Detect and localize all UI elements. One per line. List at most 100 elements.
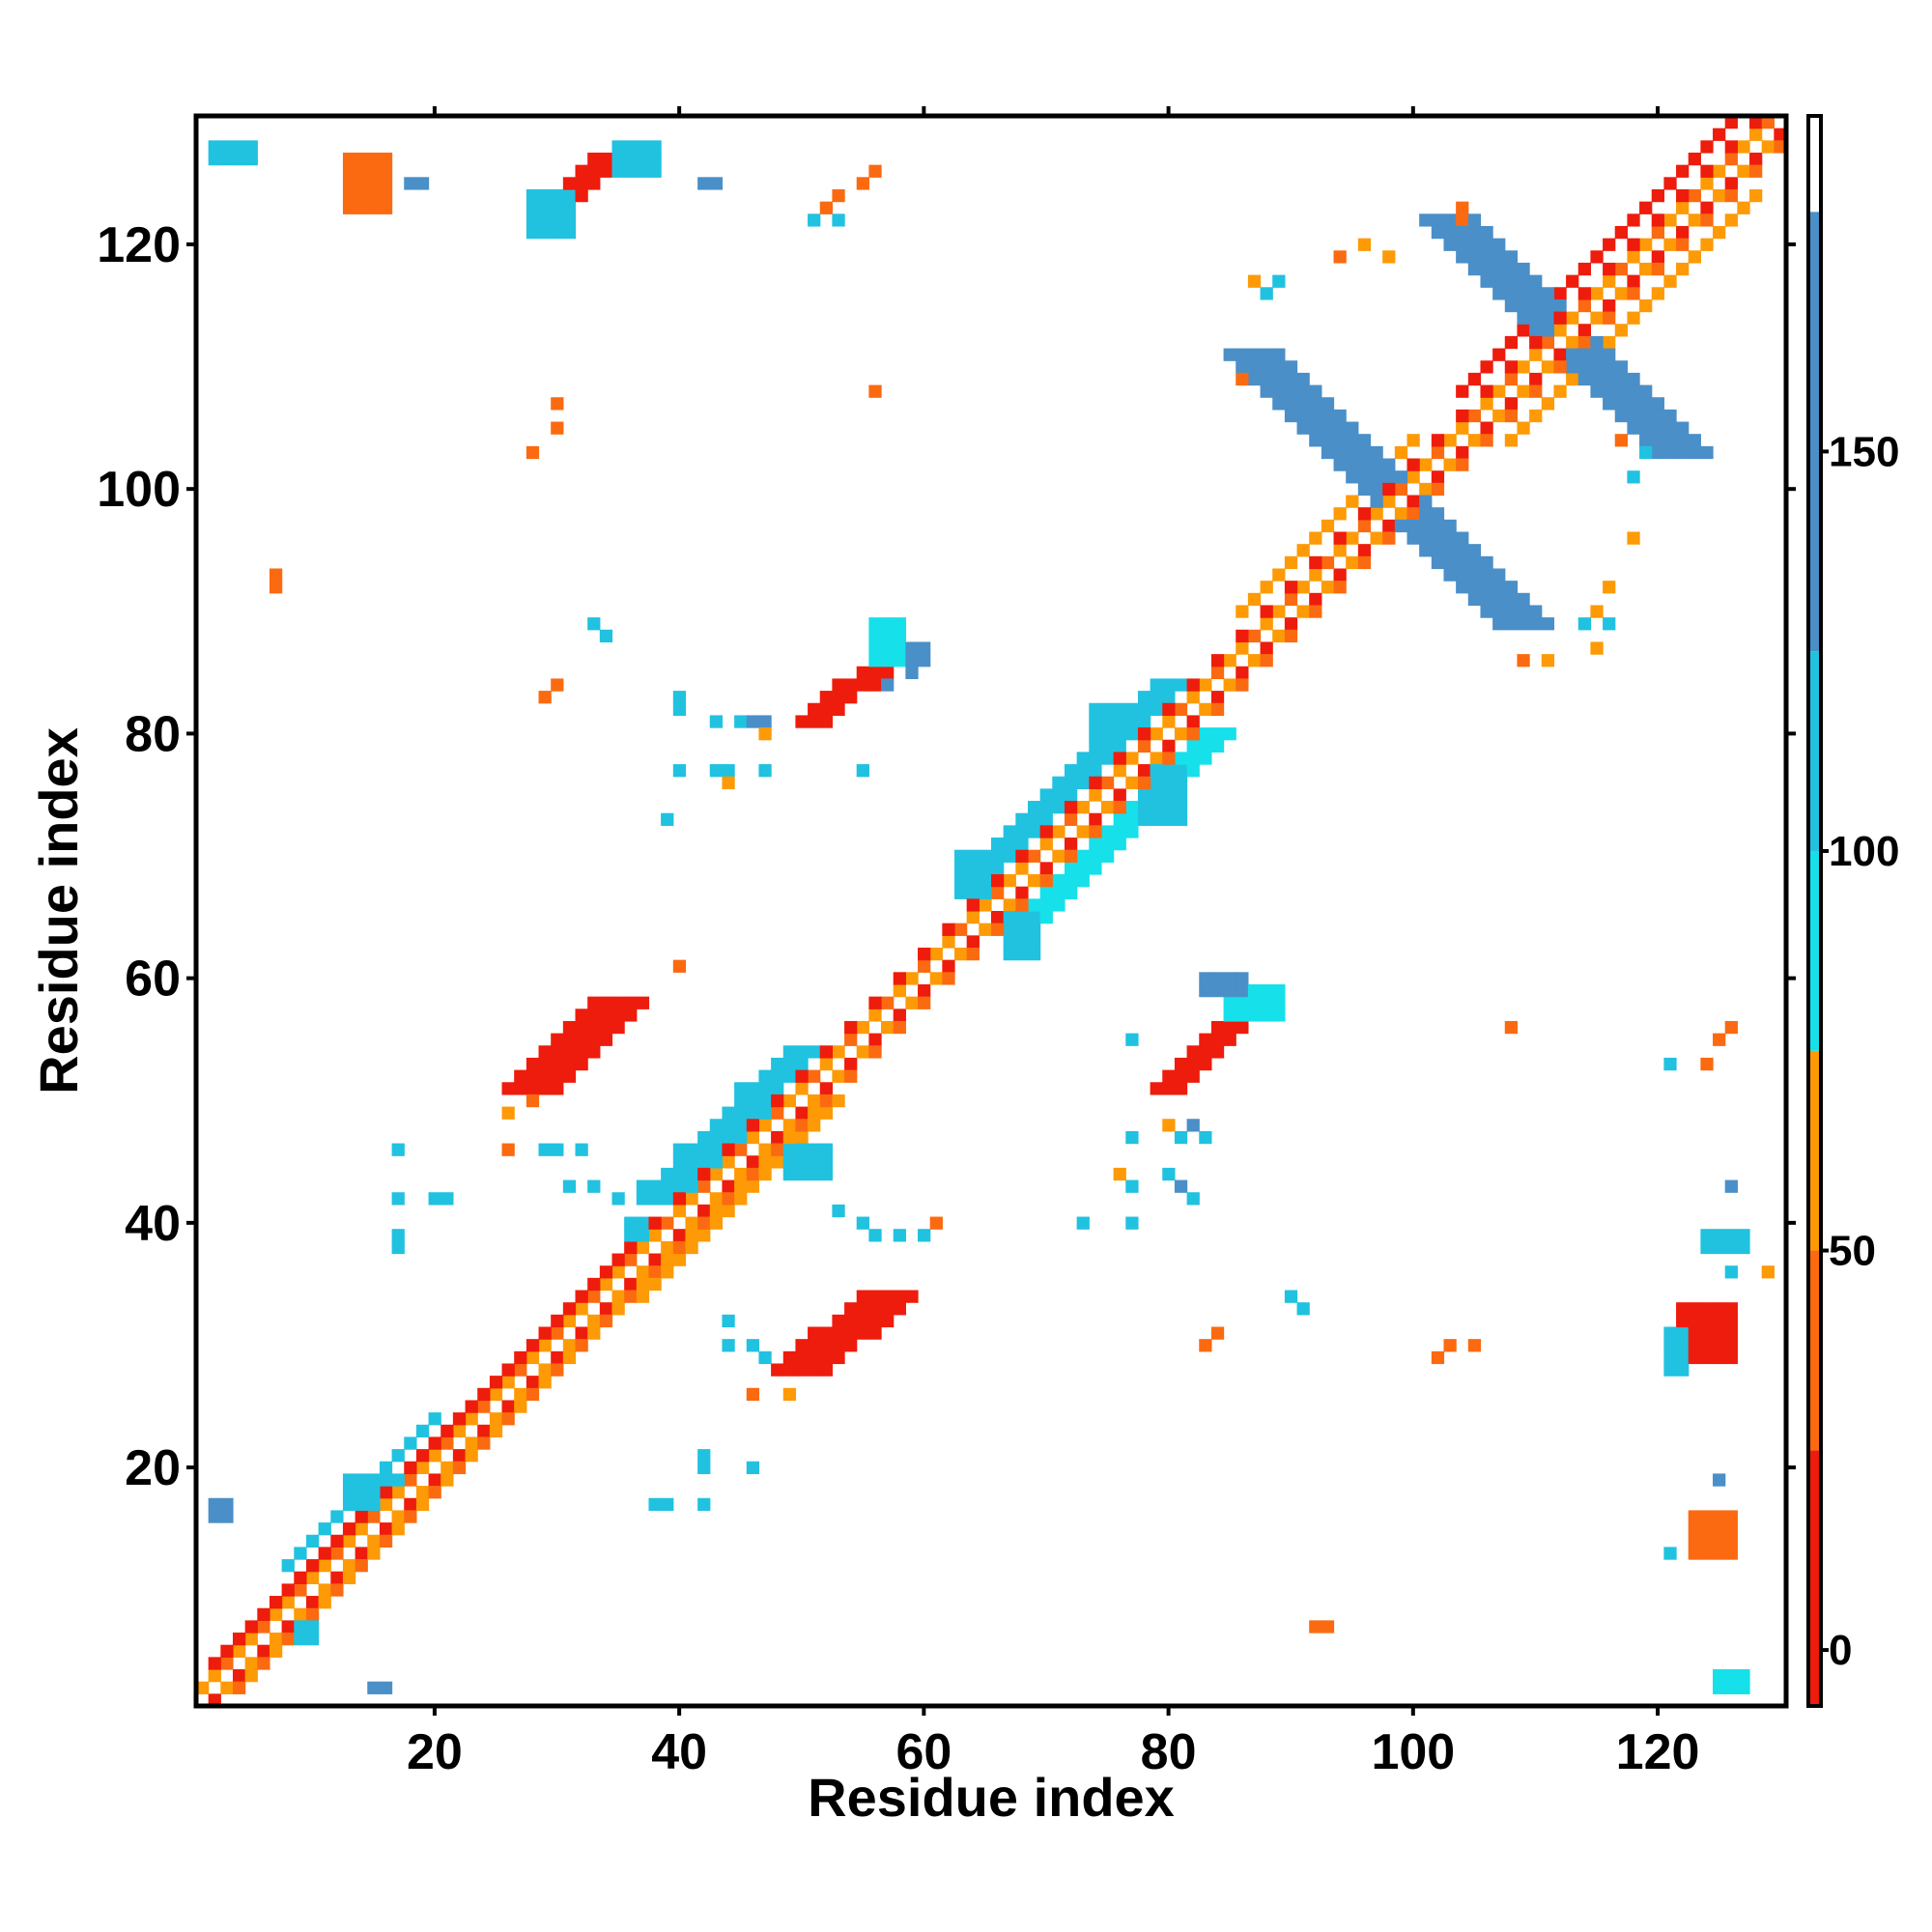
heatmap-cell (808, 1069, 821, 1083)
heatmap-cell (819, 1363, 833, 1377)
y-tick-label: 80 (125, 706, 181, 762)
heatmap-cell (538, 691, 552, 704)
heatmap-cell (893, 1302, 906, 1316)
heatmap-cell (1688, 250, 1701, 264)
heatmap-cell (734, 715, 748, 728)
heatmap-cell (1627, 384, 1640, 398)
heatmap-cell (1663, 1363, 1677, 1377)
heatmap-cell (1113, 727, 1126, 741)
heatmap-cell (1614, 409, 1628, 423)
heatmap-cell (1700, 238, 1714, 251)
heatmap-cell (1100, 776, 1115, 789)
heatmap-cell (611, 140, 625, 154)
heatmap-cell (269, 1607, 283, 1621)
heatmap-cell (1015, 825, 1029, 838)
heatmap-cell (661, 812, 674, 826)
heatmap-cell (722, 1204, 735, 1218)
heatmap-cell (1456, 384, 1469, 398)
heatmap-cell (893, 983, 906, 998)
heatmap-cell (918, 996, 931, 1009)
heatmap-cell (1467, 544, 1482, 557)
colorbar: 0 50 100 150 (1806, 114, 1899, 1708)
heatmap-cell (1039, 788, 1053, 802)
heatmap-cell (672, 764, 687, 778)
heatmap-cell (954, 886, 968, 899)
heatmap-cell (587, 996, 601, 1009)
heatmap-cell (1309, 421, 1322, 435)
heatmap-cell (808, 1350, 821, 1365)
heatmap-cell (1480, 238, 1493, 251)
heatmap-cell (709, 1192, 724, 1206)
heatmap-cell (379, 1522, 393, 1536)
heatmap-cell (1186, 752, 1200, 765)
heatmap-cell (489, 1412, 503, 1426)
x-tick-label: 20 (407, 1724, 463, 1780)
heatmap-cell (746, 1167, 760, 1181)
heatmap-cell (1456, 213, 1469, 227)
heatmap-cell (428, 1486, 441, 1499)
heatmap-cell (1272, 384, 1286, 398)
heatmap-cell (1357, 507, 1372, 521)
heatmap-cell (1150, 702, 1163, 717)
heatmap-cell (1309, 555, 1322, 570)
heatmap-cell (758, 1094, 772, 1108)
heatmap-cell (342, 1473, 356, 1487)
heatmap-cell (1100, 752, 1115, 765)
heatmap-cell (1015, 923, 1029, 936)
heatmap-cell (1419, 507, 1433, 521)
heatmap-cell (1492, 250, 1506, 264)
heatmap-cell (808, 1106, 821, 1120)
heatmap-cell (697, 1449, 711, 1463)
heatmap-cell (734, 1082, 748, 1095)
heatmap-cell (538, 1045, 552, 1059)
heatmap-cell (942, 972, 955, 985)
heatmap-cell (856, 1216, 869, 1230)
heatmap-cell (1015, 812, 1029, 826)
heatmap-cell (538, 1363, 552, 1377)
heatmap-cell (1333, 421, 1347, 435)
heatmap-cell (795, 1119, 809, 1132)
heatmap-cell (294, 1547, 307, 1560)
colorbar-tick-label: 150 (1829, 428, 1899, 475)
heatmap-cell (367, 188, 381, 203)
heatmap-cell (1700, 177, 1714, 190)
heatmap-cell (1150, 788, 1163, 802)
heatmap-cell (697, 1155, 711, 1169)
heatmap-cell (575, 1033, 588, 1046)
heatmap-cell (1603, 397, 1616, 411)
heatmap-cell (1150, 812, 1163, 826)
heatmap-cell (672, 1229, 687, 1242)
heatmap-cell (1272, 983, 1286, 998)
heatmap-cell (1663, 421, 1677, 435)
heatmap-cell (1590, 641, 1604, 655)
heatmap-cell (1688, 1314, 1701, 1328)
heatmap-cell (367, 1497, 381, 1512)
heatmap-cell (1676, 1339, 1690, 1352)
heatmap-cell (587, 1045, 601, 1059)
heatmap-cell (1125, 752, 1139, 765)
heatmap-cell (1089, 849, 1102, 863)
heatmap-cell (1504, 262, 1519, 276)
heatmap-cell (611, 996, 625, 1009)
heatmap-cell (538, 1069, 552, 1083)
heatmap-cell (1284, 1290, 1298, 1303)
heatmap-cell (562, 1057, 577, 1071)
heatmap-cell (1089, 825, 1102, 838)
heatmap-cell (1321, 519, 1335, 533)
heatmap-cell (1272, 1009, 1286, 1022)
heatmap-cell (832, 1339, 845, 1352)
heatmap-cell (697, 1216, 711, 1230)
heatmap-cell (868, 164, 882, 178)
heatmap-cell (624, 1253, 638, 1266)
heatmap-cell (844, 1033, 858, 1046)
heatmap-cell (1529, 409, 1543, 423)
heatmap-cell (1590, 335, 1604, 350)
heatmap-cell (1504, 434, 1519, 447)
heatmap-cell (1431, 555, 1445, 570)
heatmap-cell (1724, 1302, 1738, 1316)
heatmap-cell (624, 1240, 638, 1255)
heatmap-cell (1113, 825, 1126, 838)
heatmap-cell (1162, 776, 1176, 789)
heatmap-cell (452, 1461, 467, 1475)
heatmap-cell (367, 164, 381, 178)
